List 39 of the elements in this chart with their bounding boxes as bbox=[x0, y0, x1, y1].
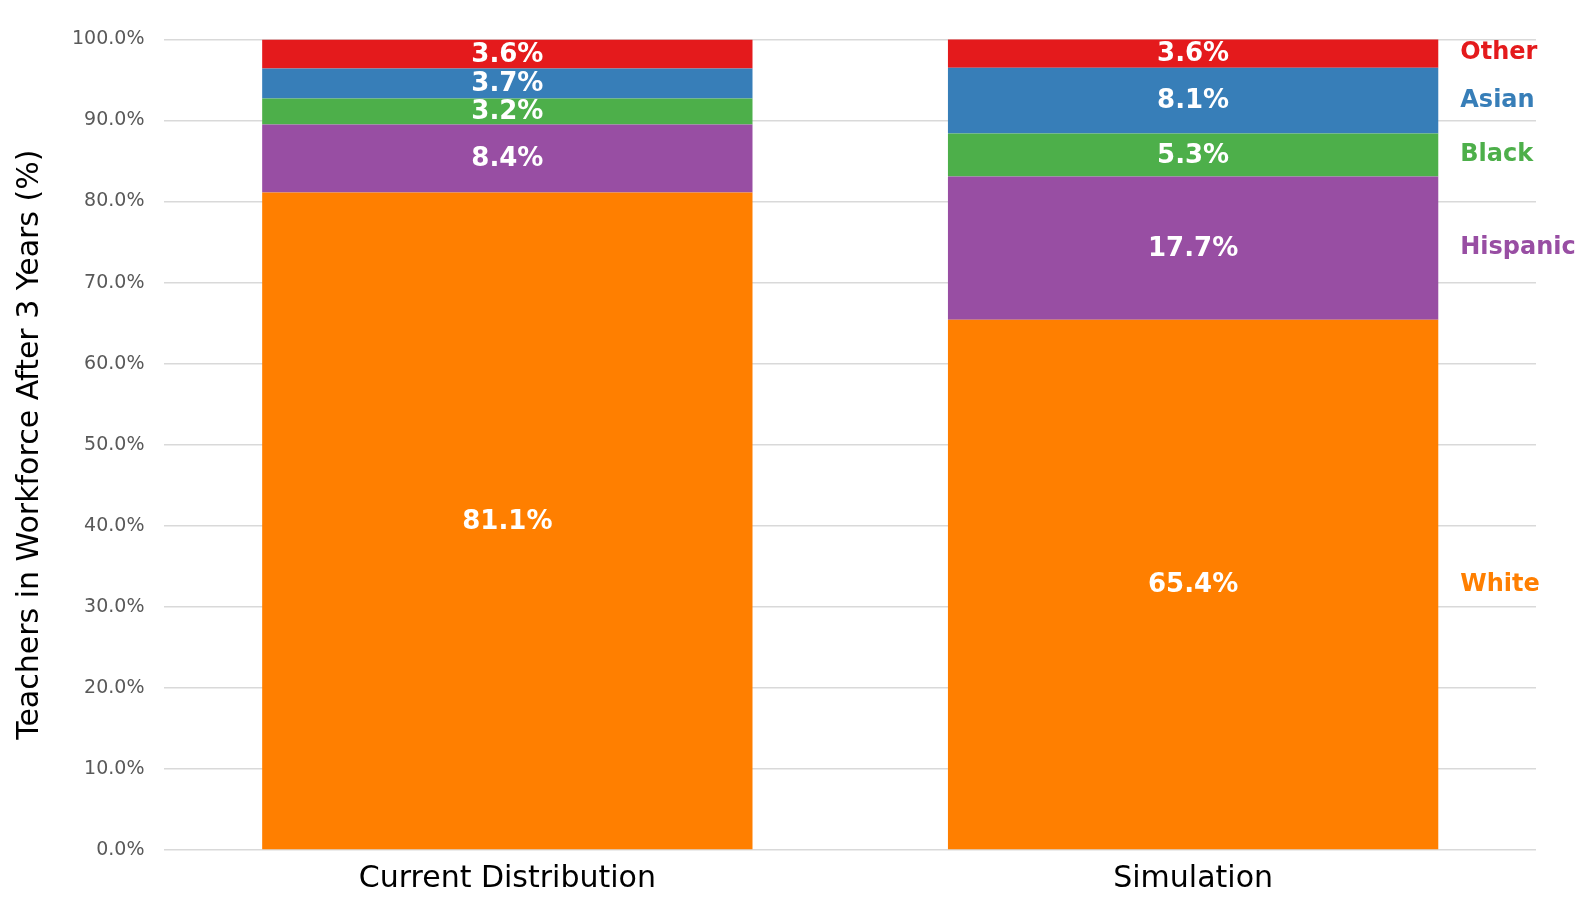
bar bbox=[262, 98, 753, 125]
y-tick-label: 30.0% bbox=[84, 593, 145, 616]
y-axis-title: Teachers in Workforce After 3 Years (%) bbox=[9, 149, 45, 741]
series-label: Other bbox=[1460, 37, 1538, 66]
data-label: 5.3% bbox=[1157, 138, 1230, 169]
y-tick-label: 70.0% bbox=[84, 269, 145, 292]
bar bbox=[947, 176, 1439, 320]
y-tick-label: 60.0% bbox=[84, 350, 145, 373]
data-label: 3.2% bbox=[471, 95, 544, 126]
bar bbox=[262, 192, 753, 850]
bar bbox=[947, 67, 1439, 134]
x-tick-label: Current Distribution bbox=[358, 858, 656, 894]
data-label: 17.7% bbox=[1148, 231, 1239, 262]
series-label: Black bbox=[1460, 139, 1535, 168]
y-tick-label: 40.0% bbox=[84, 512, 145, 535]
y-tick-label: 100.0% bbox=[71, 26, 145, 49]
data-label: 8.1% bbox=[1157, 84, 1230, 115]
data-label: 81.1% bbox=[462, 504, 553, 535]
data-label: 3.7% bbox=[471, 67, 544, 98]
x-tick-label: Simulation bbox=[1113, 858, 1274, 894]
bar bbox=[262, 68, 753, 99]
bar bbox=[947, 319, 1439, 850]
bar bbox=[947, 133, 1439, 177]
y-tick-label: 10.0% bbox=[84, 755, 145, 778]
data-label: 3.6% bbox=[471, 37, 544, 68]
y-tick-label: 90.0% bbox=[84, 107, 145, 130]
y-tick-label: 0.0% bbox=[96, 836, 145, 859]
data-label: 3.6% bbox=[1157, 36, 1230, 67]
bar bbox=[947, 39, 1439, 68]
data-label: 65.4% bbox=[1148, 568, 1239, 599]
data-label: 8.4% bbox=[471, 142, 544, 173]
y-tick-label: 20.0% bbox=[84, 674, 145, 697]
bar bbox=[262, 39, 753, 69]
series-label: Hispanic bbox=[1460, 232, 1576, 261]
bar bbox=[262, 124, 753, 193]
series-label: Asian bbox=[1460, 84, 1535, 113]
y-tick-label: 50.0% bbox=[84, 431, 145, 454]
series-label: White bbox=[1460, 568, 1540, 597]
y-tick-label: 80.0% bbox=[84, 188, 145, 211]
